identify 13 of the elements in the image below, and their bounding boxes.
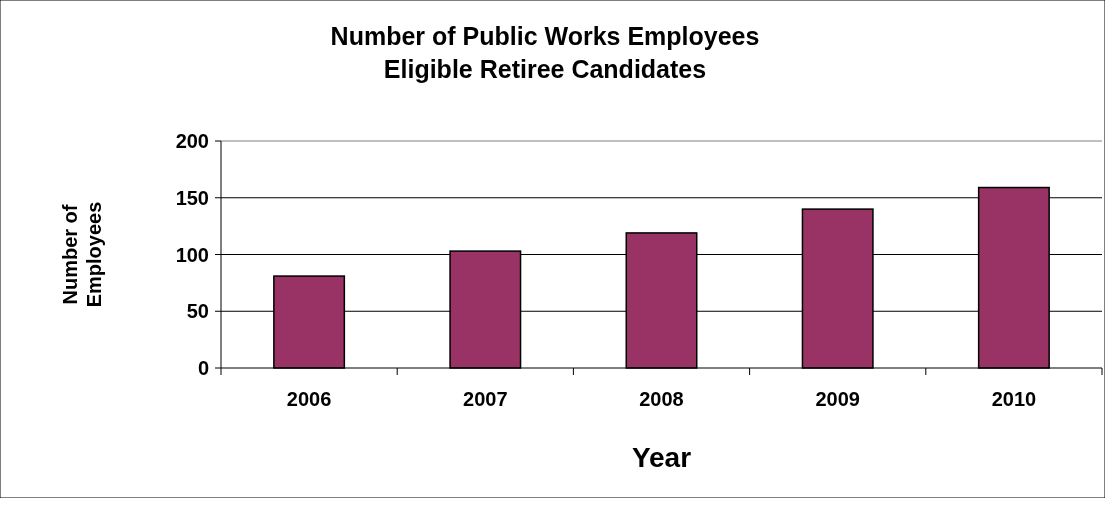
y-tick-label: 150 xyxy=(175,186,209,209)
x-tick-label: 2008 xyxy=(639,388,684,410)
x-tick-label: 2010 xyxy=(991,388,1037,410)
y-tick-label: 100 xyxy=(175,243,209,266)
y-tick-label: 0 xyxy=(197,357,209,379)
y-axis-title: Number of Employees xyxy=(59,201,105,308)
x-tick-label: 2009 xyxy=(815,388,860,410)
y-tick-label: 50 xyxy=(186,300,209,323)
y-tick-label: 200 xyxy=(175,130,209,152)
chart-title: Number of Public Works Employees Eligible Retiree Candidates xyxy=(330,22,760,83)
x-axis-title: Year xyxy=(631,442,692,473)
x-tick-label: 2006 xyxy=(286,388,332,410)
x-tick-label: 2007 xyxy=(463,388,508,410)
